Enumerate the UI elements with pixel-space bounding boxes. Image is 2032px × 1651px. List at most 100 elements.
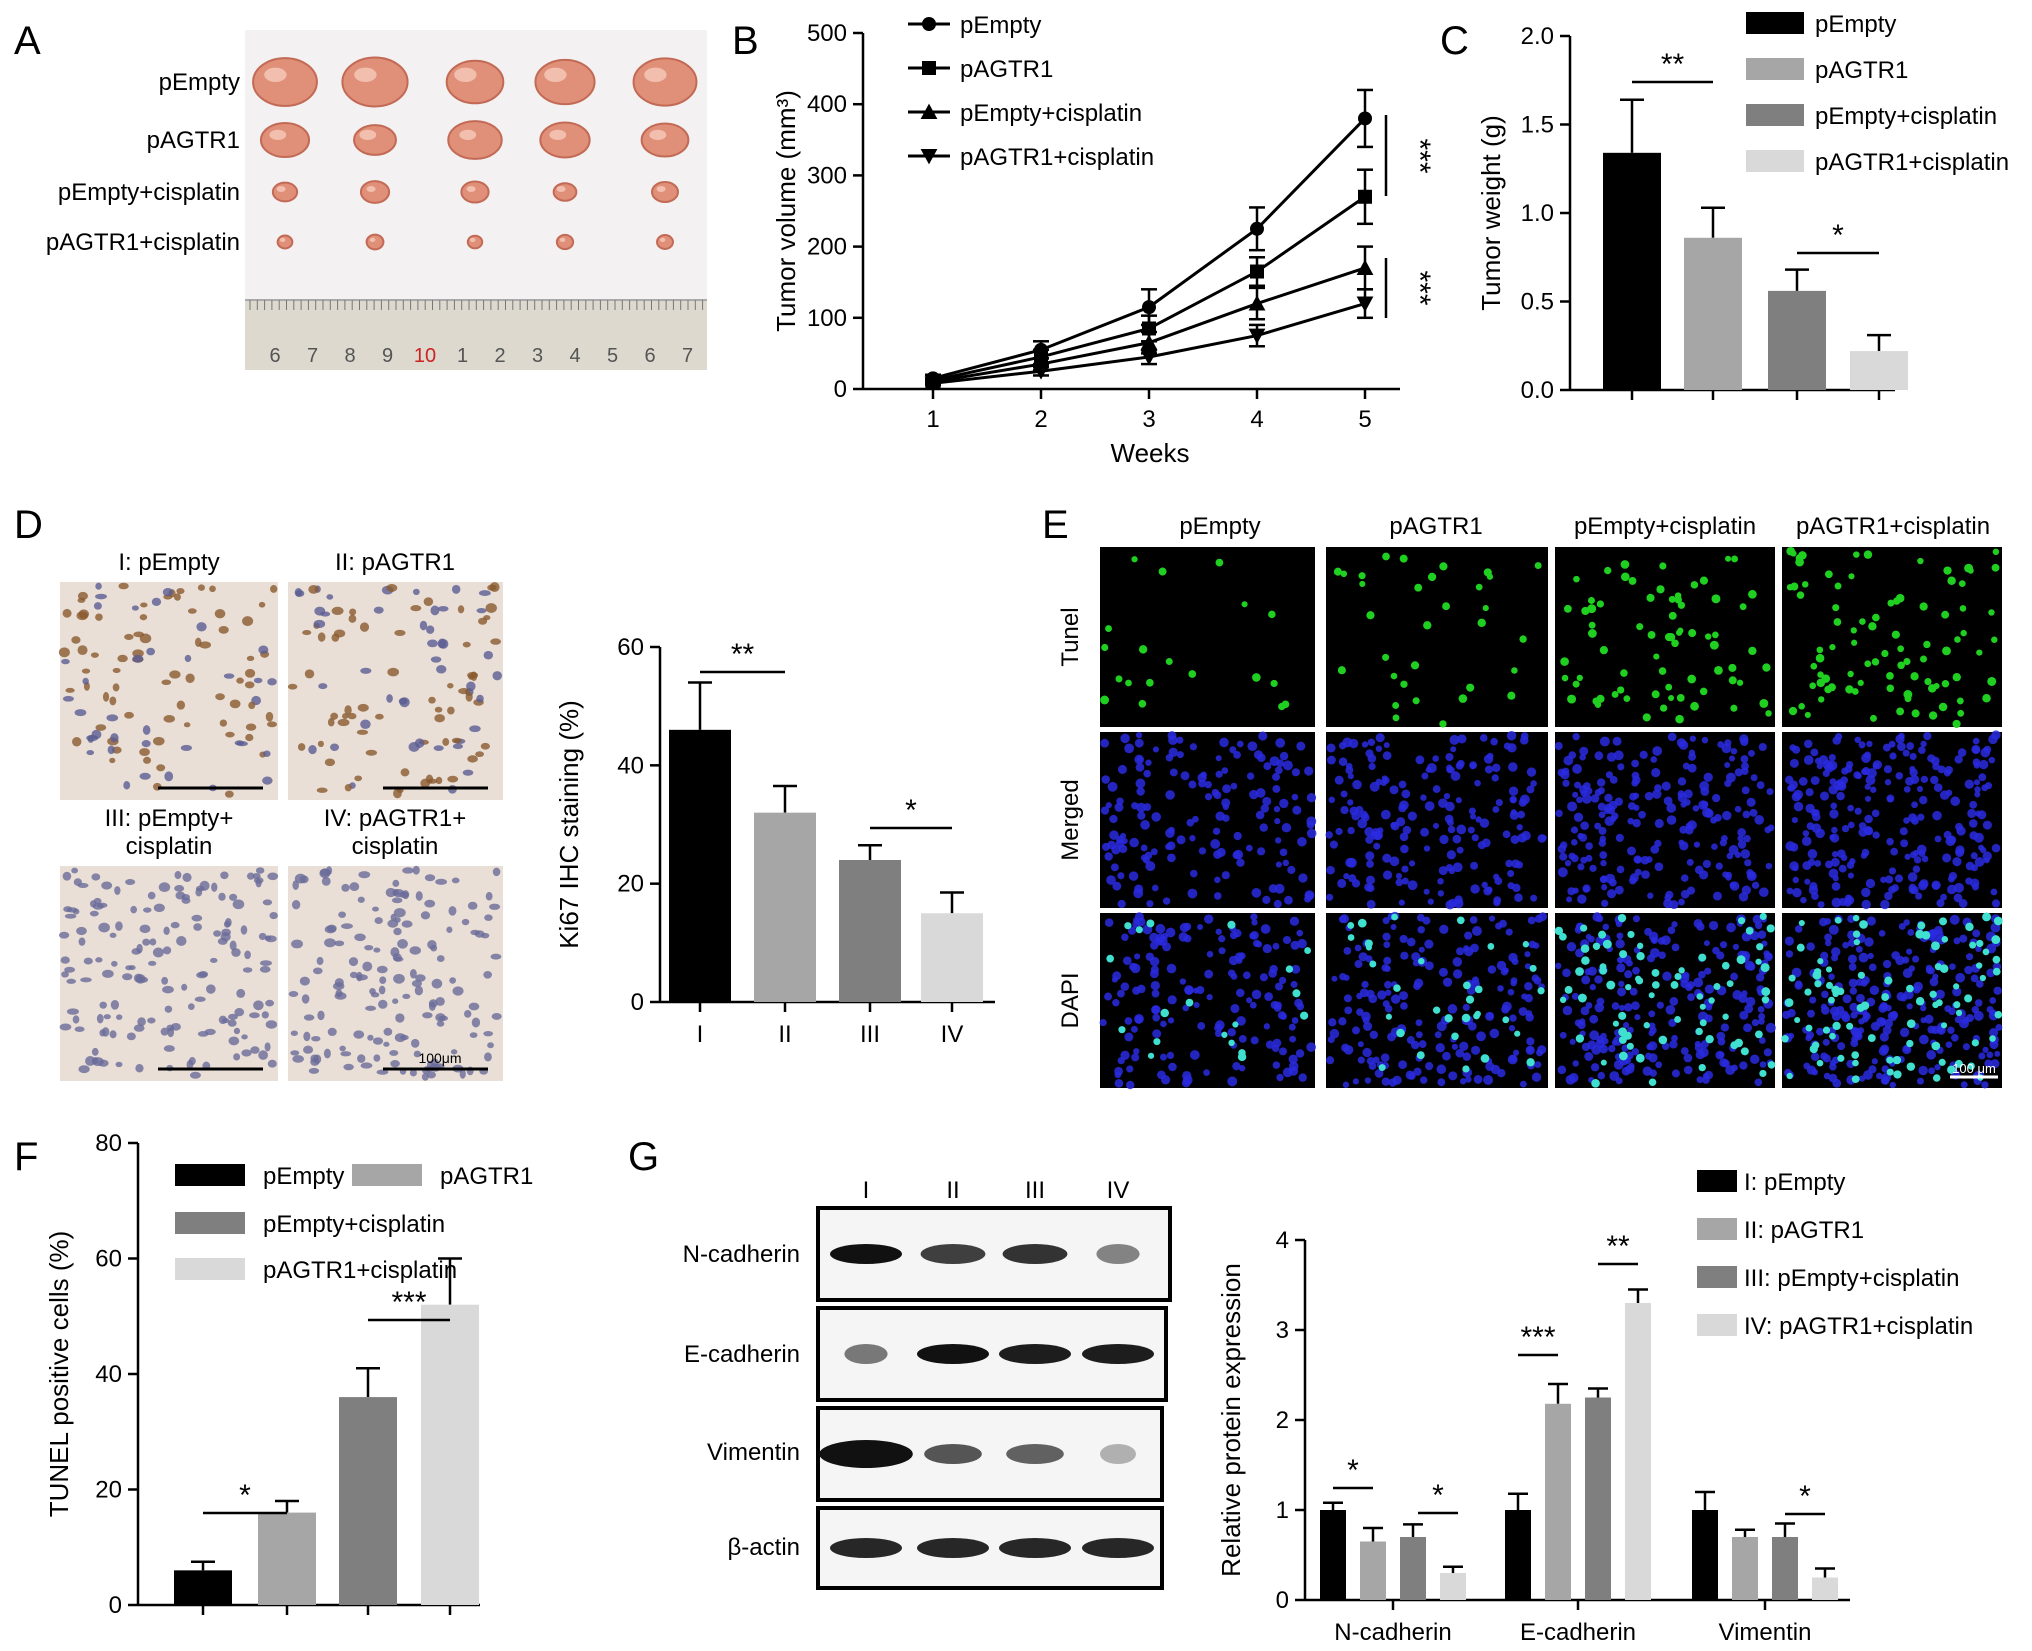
y-tick-label: 0 bbox=[1276, 1587, 1289, 1614]
cell-nucleus bbox=[135, 1063, 144, 1073]
dapi-nucleus bbox=[1155, 923, 1166, 934]
tunel-positive-cell bbox=[1559, 932, 1567, 941]
tunel-positive-cell bbox=[1475, 583, 1483, 591]
dapi-nucleus bbox=[1564, 859, 1572, 867]
cell-nucleus bbox=[341, 883, 350, 892]
dapi-nucleus bbox=[1395, 878, 1404, 887]
tunel-positive-cell bbox=[1959, 605, 1967, 612]
dapi-nucleus bbox=[1811, 892, 1819, 900]
dapi-nucleus bbox=[1669, 900, 1679, 910]
dapi-nucleus bbox=[1361, 741, 1369, 748]
cell-nucleus bbox=[136, 943, 143, 954]
cell-nucleus bbox=[492, 671, 502, 681]
tunel-positive-cell bbox=[1786, 546, 1796, 556]
dapi-nucleus bbox=[1810, 776, 1820, 785]
tunel-positive-cell bbox=[1125, 679, 1132, 687]
cell-nucleus bbox=[259, 960, 272, 966]
tunel-positive-cell bbox=[1347, 922, 1355, 929]
cell-nucleus bbox=[349, 608, 357, 616]
cell-nucleus bbox=[123, 781, 131, 790]
dapi-nucleus bbox=[1400, 1002, 1408, 1010]
dapi-nucleus bbox=[1917, 813, 1925, 821]
cell-nucleus bbox=[78, 937, 86, 946]
dapi-nucleus bbox=[1947, 1026, 1955, 1034]
tumor bbox=[359, 180, 391, 204]
tunel-positive-cell bbox=[1138, 645, 1148, 654]
dapi-nucleus bbox=[1850, 1011, 1858, 1019]
tumor bbox=[656, 234, 674, 250]
dapi-nucleus bbox=[1741, 786, 1750, 795]
tunel-positive-cell bbox=[1656, 585, 1665, 594]
dapi-nucleus bbox=[1665, 1004, 1676, 1015]
cell-nucleus bbox=[223, 673, 235, 679]
tunel-positive-cell bbox=[1699, 1003, 1706, 1010]
legend-label: pAGTR1 bbox=[960, 56, 1053, 83]
dapi-nucleus bbox=[1479, 734, 1488, 742]
dapi-nucleus bbox=[1585, 842, 1593, 850]
dapi-nucleus bbox=[1866, 740, 1873, 748]
dapi-nucleus bbox=[1189, 869, 1198, 878]
dapi-nucleus bbox=[1306, 820, 1315, 829]
tunel-positive-cell bbox=[1795, 557, 1804, 567]
cell-nucleus bbox=[141, 740, 151, 748]
x-tick-label: 4 bbox=[1250, 406, 1263, 433]
dapi-nucleus bbox=[1759, 1061, 1767, 1068]
dapi-nucleus bbox=[1398, 780, 1407, 789]
significance-marker: *** bbox=[1403, 270, 1436, 305]
cell-nucleus bbox=[258, 645, 269, 655]
tunel-positive-cell bbox=[1947, 1065, 1956, 1074]
x-tick-label: I bbox=[697, 1021, 704, 1048]
dapi-nucleus bbox=[1993, 986, 2002, 995]
dapi-nucleus bbox=[1338, 757, 1348, 767]
dapi-nucleus bbox=[1932, 810, 1942, 821]
tunel-positive-cell bbox=[1957, 709, 1965, 717]
y-tick-label: 60 bbox=[617, 634, 644, 661]
dapi-nucleus bbox=[1100, 738, 1110, 748]
cell-nucleus bbox=[176, 588, 185, 595]
protein-band bbox=[1006, 1444, 1064, 1464]
dapi-nucleus bbox=[1117, 1057, 1125, 1065]
dapi-nucleus bbox=[1587, 966, 1597, 976]
cell-nucleus bbox=[466, 681, 476, 692]
dapi-nucleus bbox=[1399, 934, 1408, 944]
y-tick-label: 300 bbox=[807, 162, 847, 189]
cell-nucleus bbox=[411, 980, 422, 987]
dapi-nucleus bbox=[1214, 1030, 1222, 1038]
cell-nucleus bbox=[434, 714, 445, 723]
tunel-positive-cell bbox=[1788, 974, 1796, 982]
dapi-nucleus bbox=[1382, 751, 1392, 760]
y-tick-label: 0.5 bbox=[1521, 289, 1554, 316]
dapi-nucleus bbox=[1483, 886, 1492, 896]
cell-nucleus bbox=[241, 1049, 252, 1057]
dapi-nucleus bbox=[1436, 1064, 1447, 1075]
dapi-nucleus bbox=[1577, 894, 1587, 904]
cell-nucleus bbox=[360, 667, 372, 674]
dapi-nucleus bbox=[1263, 762, 1272, 771]
dapi-nucleus bbox=[1215, 928, 1222, 935]
dapi-nucleus bbox=[1125, 1080, 1135, 1090]
tunel-positive-cell bbox=[1815, 653, 1825, 663]
dapi-nucleus bbox=[1144, 851, 1153, 860]
dapi-nucleus bbox=[1960, 1081, 1968, 1089]
cell-nucleus bbox=[264, 1042, 271, 1052]
dapi-nucleus bbox=[1269, 756, 1280, 767]
tunel-positive-cell bbox=[1762, 663, 1771, 672]
dapi-nucleus bbox=[1810, 748, 1819, 757]
dapi-nucleus bbox=[1703, 772, 1713, 782]
tumor bbox=[539, 121, 591, 159]
dapi-nucleus bbox=[1507, 869, 1515, 878]
dapi-nucleus bbox=[1389, 785, 1399, 795]
dapi-nucleus bbox=[1121, 837, 1128, 845]
tunel-positive-cell bbox=[1147, 1052, 1155, 1059]
legend-swatch bbox=[1746, 150, 1804, 172]
dapi-nucleus bbox=[1803, 739, 1813, 749]
tunel-positive-cell bbox=[1511, 667, 1518, 674]
dapi-nucleus bbox=[1114, 1071, 1122, 1079]
dapi-nucleus bbox=[1282, 935, 1292, 945]
protein-band bbox=[999, 1538, 1071, 1558]
dapi-nucleus bbox=[1861, 887, 1871, 898]
dapi-nucleus bbox=[1508, 952, 1518, 963]
panel-label-e: E bbox=[1042, 503, 1069, 547]
dapi-nucleus bbox=[1731, 1064, 1738, 1072]
dapi-nucleus bbox=[1212, 827, 1221, 835]
